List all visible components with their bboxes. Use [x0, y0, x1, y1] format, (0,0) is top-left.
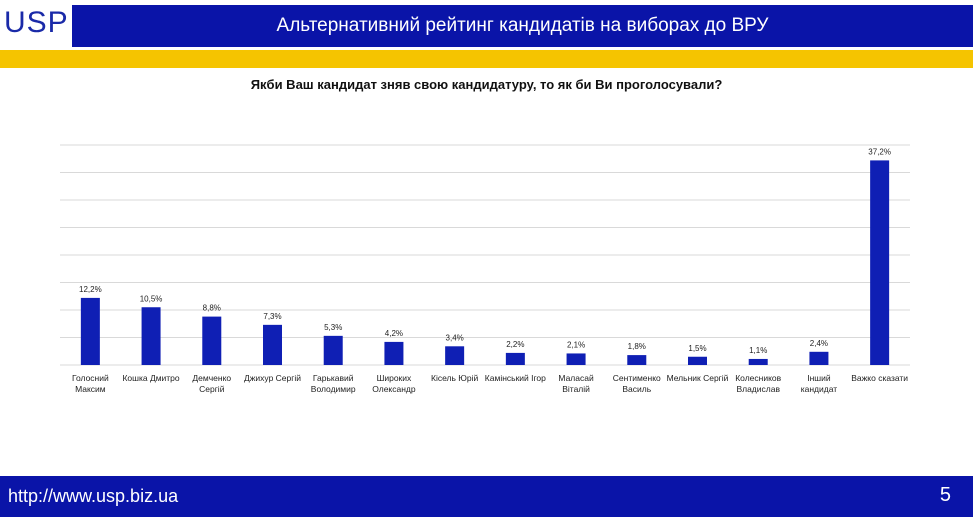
bar	[384, 341, 404, 365]
value-label: 4,2%	[385, 329, 403, 338]
value-label: 2,4%	[810, 339, 828, 348]
chart-title: Якби Ваш кандидат зняв свою кандидатуру,…	[250, 77, 723, 92]
bar	[627, 355, 647, 365]
header-title: Альтернативний рейтинг кандидатів на виб…	[72, 5, 973, 47]
x-tick-label: Кісель Юрій	[431, 373, 479, 383]
bar	[80, 297, 100, 365]
footer-url: http://www.usp.biz.ua	[8, 486, 179, 506]
x-tick-label: Колесников Владислав	[735, 373, 782, 394]
x-tick-label: Камінський Ігор	[484, 373, 546, 383]
x-tick-label: Кошка Дмитро	[122, 373, 180, 383]
bar	[263, 324, 282, 365]
footer-bar	[0, 476, 973, 517]
x-tick-label: Мельник Сергій	[666, 373, 729, 383]
x-tick-label: Інший кандидат	[800, 373, 838, 394]
bar	[809, 351, 829, 365]
value-label: 1,8%	[628, 342, 646, 351]
logo: USP	[4, 6, 69, 39]
value-label: 37,2%	[868, 147, 891, 156]
value-label: 5,3%	[324, 323, 342, 332]
bar	[870, 160, 890, 365]
value-label: 1,1%	[749, 346, 767, 355]
value-label: 1,5%	[688, 344, 706, 353]
value-label: 2,1%	[567, 340, 585, 349]
value-label: 2,2%	[506, 340, 524, 349]
bar	[141, 307, 161, 365]
value-label: 12,2%	[79, 285, 102, 294]
value-label: 10,5%	[140, 294, 163, 303]
bar	[505, 352, 525, 365]
x-tick-label: Гарькавий Володимир	[310, 373, 356, 394]
bar	[748, 358, 768, 365]
bar	[445, 346, 465, 365]
bar	[202, 316, 222, 365]
bar	[323, 335, 343, 365]
value-label: 7,3%	[263, 312, 281, 321]
x-tick-label: Важко сказати	[851, 373, 909, 383]
x-tick-label: Джихур Сергій	[243, 373, 301, 383]
x-tick-label: Маласай Віталій	[558, 373, 594, 394]
bar	[566, 353, 586, 365]
accent-strip	[0, 50, 973, 68]
x-tick-label: Сентименко Василь	[612, 373, 661, 394]
value-label: 8,8%	[203, 304, 221, 313]
x-tick-label: Демченко Сергій	[192, 373, 232, 394]
x-tick-label: Голосний Максим	[71, 373, 109, 394]
bar	[688, 356, 707, 365]
page-number: 5	[939, 484, 951, 506]
value-label: 3,4%	[446, 333, 464, 342]
x-tick-label: Широких Олександр	[372, 373, 416, 394]
